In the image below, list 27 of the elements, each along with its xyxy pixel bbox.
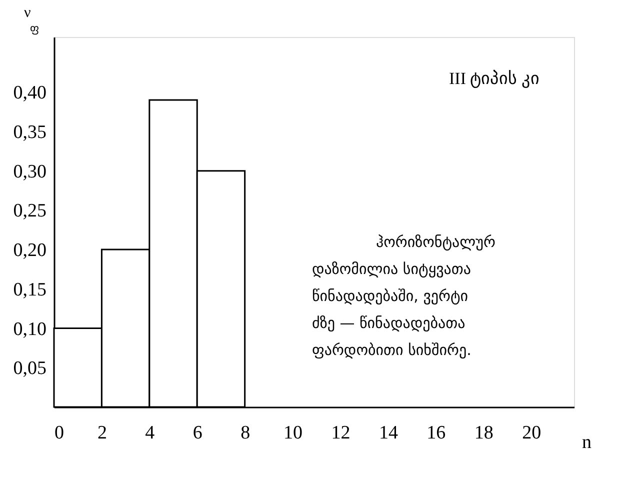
y-tick-label: 0,30 <box>13 161 46 182</box>
annotation: წინადადებაში, ვერტი <box>312 287 468 305</box>
annotation: ფარდობითი სიხშირე. <box>312 341 472 359</box>
y-tick-label: 0,25 <box>13 200 46 222</box>
annotation: ძზე — წინადადებათა <box>312 314 466 332</box>
y-tick-label: 0,40 <box>13 82 46 104</box>
x-tick-label: 4 <box>145 422 156 444</box>
y-tick-label: 0,20 <box>13 240 46 262</box>
y-tick-label: 0,05 <box>13 358 46 380</box>
x-tick-label: 0 <box>54 422 64 444</box>
annotation: დაზომილია სიტყვათა <box>312 260 472 278</box>
text: III ტიპის კი <box>449 69 540 89</box>
x-tick-label: 2 <box>97 422 107 444</box>
y-tick-label: 0,15 <box>13 279 46 300</box>
y-axis-title: νფ <box>24 5 40 35</box>
x-tick-label: 14 <box>378 422 398 444</box>
x-tick-label: 6 <box>192 422 202 444</box>
x-axis-title: n <box>582 432 592 453</box>
x-tick-label: 20 <box>522 422 542 444</box>
y-tick-label: 0,35 <box>13 122 46 143</box>
x-tick-label: 8 <box>240 422 250 444</box>
x-tick-label: 12 <box>331 422 350 444</box>
y-tick-label: 0,10 <box>13 318 46 340</box>
x-tick-label: 16 <box>426 422 446 444</box>
annotation: ჰორიზონტალურ <box>376 233 496 251</box>
x-tick-label: 18 <box>474 422 494 444</box>
x-tick-label: 10 <box>284 422 303 444</box>
